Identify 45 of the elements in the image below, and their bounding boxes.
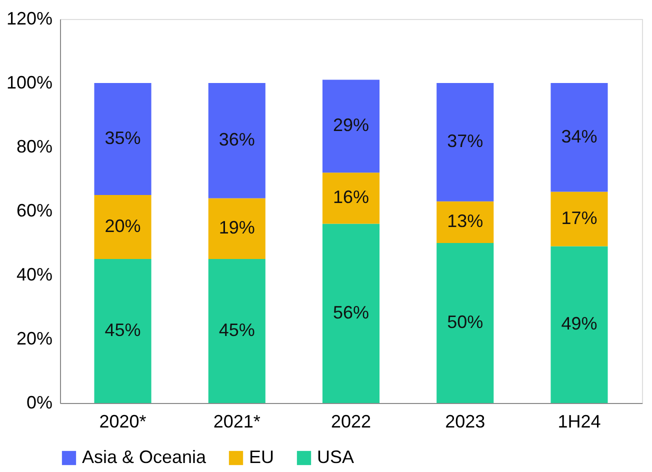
data-label: 13%: [447, 211, 484, 232]
data-label: 17%: [561, 208, 598, 228]
x-tick-label: 1H24: [558, 412, 601, 432]
bar: [436, 83, 494, 202]
data-label: 36%: [218, 130, 255, 150]
legend-label: EU: [249, 447, 274, 467]
data-label: 56%: [332, 302, 370, 322]
data-label: 35%: [104, 128, 141, 148]
y-tick-label: 40%: [16, 264, 52, 284]
x-tick-label: 2023: [445, 412, 486, 432]
data-label: 34%: [561, 126, 598, 146]
bar: [436, 243, 494, 403]
bar: [208, 259, 266, 403]
legend-label: USA: [317, 447, 354, 467]
y-tick-label: 60%: [16, 200, 52, 220]
data-label: 16%: [332, 187, 370, 208]
data-label: 37%: [447, 131, 484, 152]
data-label: 49%: [561, 314, 598, 334]
bar: [322, 80, 380, 173]
y-tick-label: 0%: [26, 392, 52, 412]
y-tick-label: 120%: [6, 8, 52, 28]
y-tick-label: 100%: [6, 72, 52, 92]
data-label: 29%: [332, 115, 370, 136]
x-tick-label: 2022: [330, 412, 372, 432]
bar: [208, 198, 266, 259]
bar: [94, 83, 152, 195]
data-label: 19%: [218, 218, 255, 238]
data-label: 45%: [218, 320, 255, 340]
y-tick-label: 80%: [16, 136, 52, 156]
x-tick-label: 2021*: [213, 412, 260, 432]
data-label: 20%: [104, 216, 141, 236]
bar: [94, 195, 152, 259]
bar: [94, 259, 152, 403]
bar: [550, 192, 608, 246]
data-label: 50%: [447, 312, 484, 332]
legend-label: Asia & Oceania: [82, 447, 208, 467]
y-tick-label: 20%: [16, 328, 52, 348]
bar: [550, 83, 608, 192]
bar: [208, 83, 266, 198]
bar: [322, 224, 380, 403]
x-tick-label: 2020*: [99, 412, 146, 432]
bar: [550, 246, 608, 403]
bar: [322, 172, 380, 224]
data-label: 45%: [104, 320, 141, 340]
bar: [436, 201, 494, 243]
